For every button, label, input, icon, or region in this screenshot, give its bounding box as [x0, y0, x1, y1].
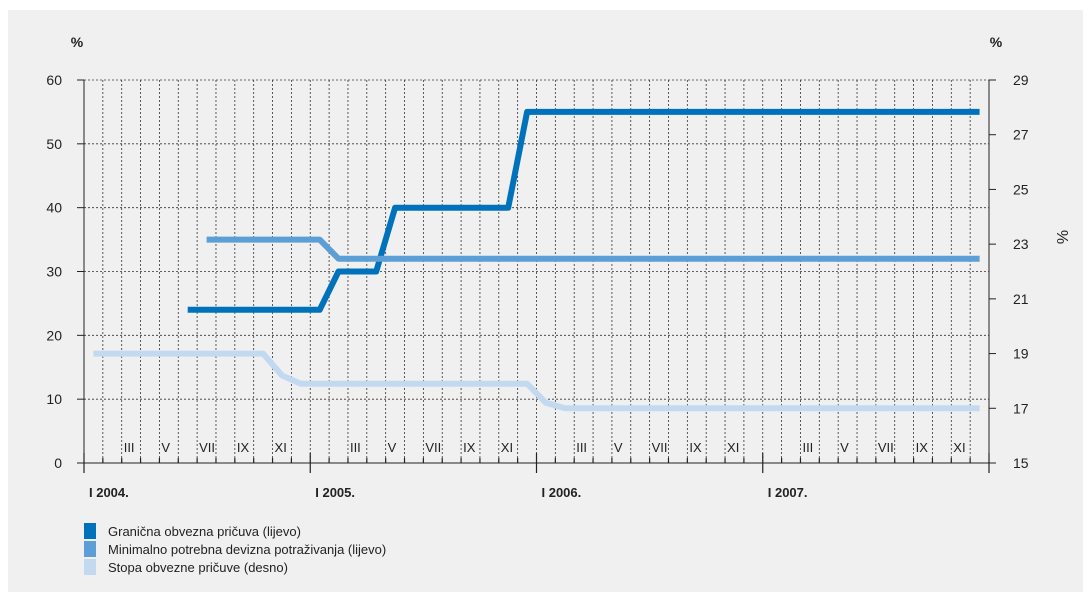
left-tick-label: 10	[46, 391, 62, 407]
month-label: V	[614, 440, 623, 455]
legend-item: Granična obvezna pričuva (lijevo)	[84, 522, 386, 540]
legend-swatch	[84, 559, 96, 575]
right-tick-label: 15	[1013, 455, 1029, 471]
right-tick-label: 27	[1013, 127, 1029, 143]
right-tick-label: 19	[1013, 346, 1029, 362]
right-tick-label: 23	[1013, 236, 1029, 252]
month-label: III	[576, 440, 587, 455]
legend: Granična obvezna pričuva (lijevo) Minima…	[84, 522, 386, 576]
series-lines	[93, 108, 980, 412]
right-tick-label: 29	[1013, 72, 1029, 88]
legend-label: Minimalno potrebna devizna potraživanja …	[108, 541, 387, 557]
month-label: VII	[878, 440, 894, 455]
month-label: IX	[689, 440, 702, 455]
left-tick-label: 60	[46, 72, 62, 88]
left-tick-label: 20	[46, 327, 62, 343]
month-label: IX	[463, 440, 476, 455]
month-label: III	[124, 440, 135, 455]
legend-swatch	[84, 541, 96, 557]
legend-item: Stopa obvezne pričuve (desno)	[84, 558, 386, 576]
axes	[77, 79, 996, 473]
year-label: I 2006.	[542, 485, 582, 500]
month-label: XI	[501, 440, 513, 455]
month-label: VII	[425, 440, 441, 455]
month-label: IX	[237, 440, 250, 455]
month-label: III	[350, 440, 361, 455]
legend-label: Granična obvezna pričuva (lijevo)	[108, 523, 301, 539]
series-line-2	[206, 236, 980, 262]
tick-labels: 0 10 20 30 40 50 60 15 17 19 21 23 25 27 29 III V VII IX XI…	[46, 72, 1028, 500]
left-tick-label: 30	[46, 264, 62, 280]
legend-item: Minimalno potrebna devizna potraživanja …	[84, 540, 386, 558]
month-label: XI	[275, 440, 287, 455]
month-label: III	[802, 440, 813, 455]
left-tick-label: 40	[46, 200, 62, 216]
month-label: XI	[727, 440, 739, 455]
series-line-1	[187, 108, 980, 313]
right-axis-label: %	[1055, 230, 1072, 244]
month-label: V	[388, 440, 397, 455]
month-label: IX	[916, 440, 929, 455]
chart-panel	[8, 10, 1083, 592]
legend-label: Stopa obvezne pričuve (desno)	[108, 559, 288, 575]
year-label: I 2007.	[768, 485, 808, 500]
right-tick-label: 17	[1013, 400, 1029, 416]
month-label: V	[161, 440, 170, 455]
month-label: VII	[652, 440, 668, 455]
year-label: I 2005.	[315, 485, 355, 500]
left-tick-label: 0	[54, 455, 62, 471]
right-tick-label: 25	[1013, 181, 1029, 197]
left-axis-unit: %	[71, 34, 84, 50]
series-line-3	[93, 350, 980, 412]
grid	[84, 79, 989, 463]
right-tick-label: 21	[1013, 291, 1029, 307]
month-label: V	[840, 440, 849, 455]
month-label: XI	[953, 440, 965, 455]
year-label: I 2004.	[89, 485, 129, 500]
left-tick-label: 50	[46, 136, 62, 152]
right-axis-unit: %	[990, 34, 1003, 50]
month-label: VII	[199, 440, 215, 455]
legend-swatch	[84, 523, 96, 539]
